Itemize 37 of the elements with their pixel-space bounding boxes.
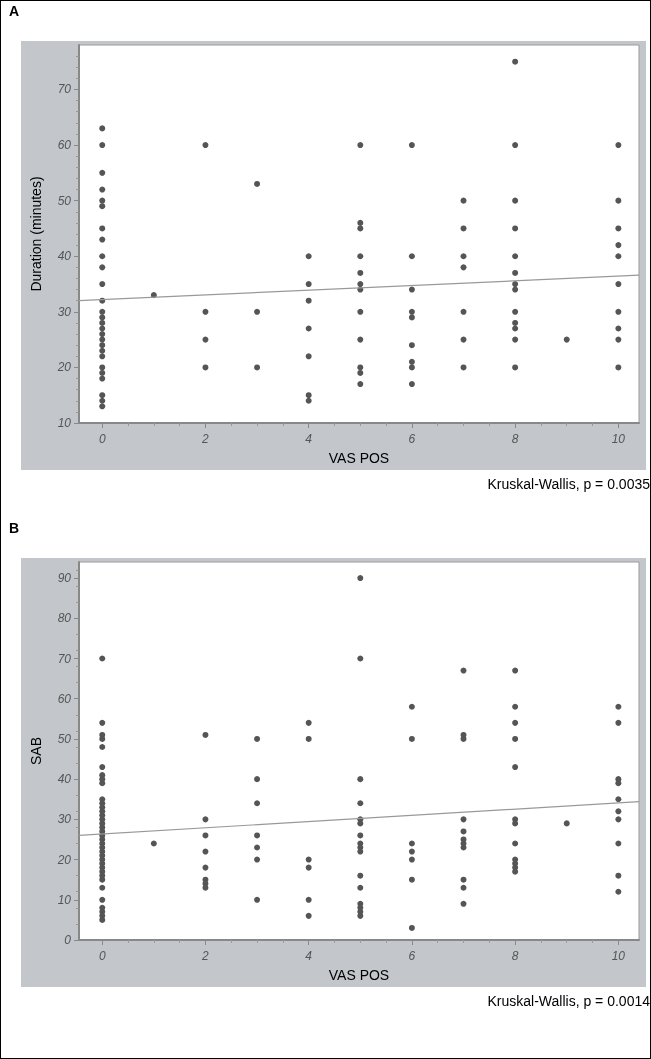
x-tick-label: 2 bbox=[201, 949, 210, 963]
y-tick-label: 60 bbox=[57, 138, 72, 153]
x-tick-label: 10 bbox=[611, 432, 626, 446]
x-axis-title: VAS POS bbox=[328, 967, 390, 983]
y-tick-label: 50 bbox=[57, 193, 72, 208]
y-tick-label: 40 bbox=[57, 249, 72, 264]
y-tick-label: 20 bbox=[56, 852, 72, 867]
y-tick-label: 70 bbox=[57, 82, 72, 97]
y-tick-label: 30 bbox=[57, 812, 72, 827]
y-tick-label: 80 bbox=[57, 611, 72, 626]
y-tick-label: 0 bbox=[64, 933, 72, 947]
y-tick-label: 30 bbox=[57, 304, 72, 319]
x-axis-title: VAS POS bbox=[328, 450, 390, 466]
y-tick-label: 20 bbox=[56, 360, 72, 375]
x-tick-label: 0 bbox=[98, 432, 106, 446]
x-tick-label: 4 bbox=[305, 949, 313, 963]
text: Kruskal-Wallis, p = 0.0035 bbox=[487, 476, 650, 492]
x-tick-label: 8 bbox=[511, 949, 519, 963]
y-axis-title: SAB bbox=[28, 736, 44, 766]
y-tick-label: 10 bbox=[57, 892, 72, 907]
x-tick-label: 6 bbox=[408, 432, 416, 446]
x-tick-label: 6 bbox=[408, 949, 416, 963]
y-tick-label: 70 bbox=[57, 651, 72, 666]
chart-title: B bbox=[9, 520, 20, 536]
x-tick-label: 4 bbox=[305, 432, 313, 446]
x-tick-label: 10 bbox=[611, 949, 626, 963]
chart-title: A bbox=[9, 3, 20, 19]
y-tick-label: 10 bbox=[57, 416, 72, 430]
y-axis-title: Duration (minutes) bbox=[28, 176, 44, 292]
y-tick-label: 60 bbox=[57, 691, 72, 706]
x-tick-label: 2 bbox=[201, 432, 210, 446]
x-tick-label: 8 bbox=[511, 432, 519, 446]
y-tick-label: 90 bbox=[57, 571, 72, 586]
y-tick-label: 50 bbox=[57, 731, 72, 746]
y-tick-label: 40 bbox=[57, 772, 72, 787]
x-tick-label: 0 bbox=[98, 949, 106, 963]
text: Kruskal-Wallis, p = 0.0014 bbox=[487, 993, 650, 1009]
